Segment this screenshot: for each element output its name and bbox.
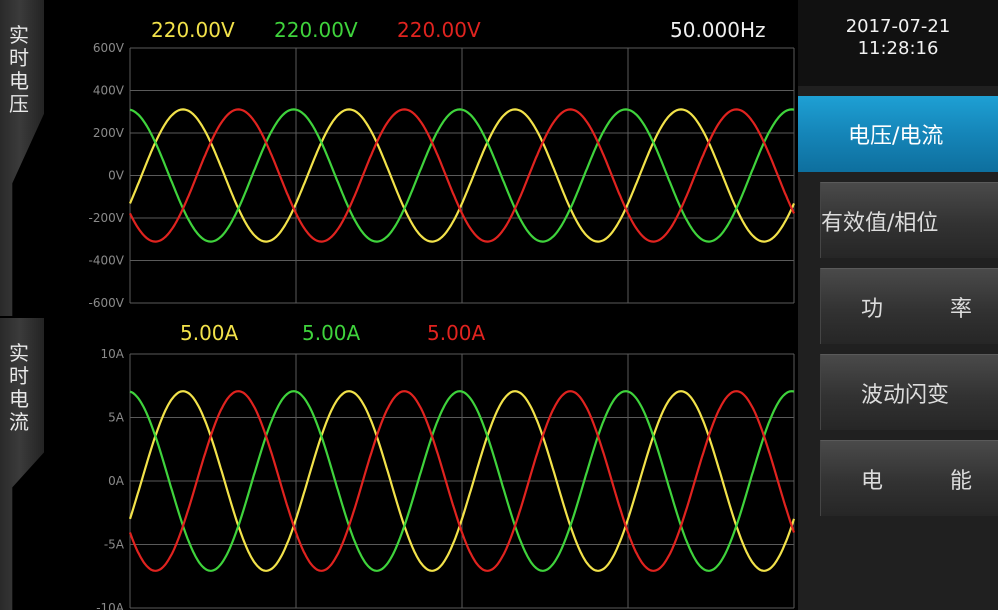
waveform-series-1 bbox=[129, 108, 795, 243]
waveform-series-2 bbox=[128, 390, 796, 572]
waveform-series-0 bbox=[128, 108, 796, 243]
y-tick-label: -200V bbox=[89, 211, 125, 225]
y-tick-label: -5A bbox=[104, 538, 125, 552]
side-tab-realtime-voltage[interactable]: 实 时 电 压 bbox=[0, 0, 44, 316]
y-tick-label: 0V bbox=[108, 169, 125, 183]
y-tick-label: 200V bbox=[93, 126, 125, 140]
voltage-readout-green: 220.00V bbox=[274, 18, 358, 42]
menu-power[interactable]: 功 率 bbox=[820, 268, 998, 344]
menu-label-part: 率 bbox=[949, 296, 972, 322]
waveform-series-0 bbox=[128, 390, 796, 572]
datetime-display: 2017-07-21 11:28:16 bbox=[798, 0, 998, 86]
menu-energy[interactable]: 电 能 bbox=[820, 440, 998, 516]
menu-rms-phase[interactable]: 有效值/相位 bbox=[820, 182, 998, 258]
y-tick-label: 5A bbox=[108, 411, 125, 425]
menu-label: 有效值/相位 bbox=[821, 210, 939, 236]
side-tab-char: 时 bbox=[9, 46, 29, 70]
y-tick-label: 0A bbox=[108, 474, 125, 488]
current-readout-red: 5.00A bbox=[427, 321, 486, 345]
right-menu-panel: 2017-07-21 11:28:16 电压/电流 有效值/相位 功 率 波动闪… bbox=[798, 0, 998, 610]
y-tick-label: 600V bbox=[93, 41, 125, 55]
waveform-area: 600V 400V 200V 0V -200V -400V -600V 10A 5A 0A -5A… bbox=[44, 0, 796, 610]
waveform-series-2 bbox=[129, 108, 795, 243]
side-tab-char: 时 bbox=[9, 364, 29, 388]
side-tab-char: 压 bbox=[9, 92, 29, 116]
current-readout-yellow: 5.00A bbox=[180, 321, 239, 345]
menu-label: 电压/电流 bbox=[848, 124, 944, 149]
time-text: 11:28:16 bbox=[857, 38, 939, 59]
y-tick-label: 10A bbox=[101, 347, 125, 361]
menu-label-part: 功 bbox=[861, 296, 884, 322]
date-text: 2017-07-21 bbox=[845, 16, 951, 37]
side-tab-realtime-current[interactable]: 实 时 电 流 bbox=[0, 318, 44, 610]
side-tab-char: 实 bbox=[9, 23, 29, 47]
side-tab-char: 电 bbox=[9, 69, 29, 93]
y-tick-label: -400V bbox=[89, 254, 125, 268]
voltage-readout-red: 220.00V bbox=[397, 18, 481, 42]
side-tab-char: 流 bbox=[9, 410, 29, 434]
voltage-readout-yellow: 220.00V bbox=[151, 18, 235, 42]
menu-label: 电 能 bbox=[821, 463, 998, 495]
menu-label-part: 电 bbox=[861, 468, 884, 494]
menu-fluctuation-flicker[interactable]: 波动闪变 bbox=[820, 354, 998, 430]
y-tick-label: -10A bbox=[96, 601, 125, 610]
current-waveform-chart: 10A 5A 0A -5A -10A bbox=[96, 347, 796, 610]
menu-label-part: 能 bbox=[949, 468, 972, 494]
menu-label: 波动闪变 bbox=[861, 382, 950, 408]
menu-voltage-current[interactable]: 电压/电流 bbox=[798, 96, 998, 172]
current-readout-green: 5.00A bbox=[302, 321, 361, 345]
side-tab-char: 电 bbox=[9, 387, 29, 411]
menu-label: 功 率 bbox=[821, 291, 998, 323]
voltage-waveform-chart: 600V 400V 200V 0V -200V -400V -600V bbox=[89, 41, 796, 310]
waveform-series-1 bbox=[129, 390, 795, 572]
frequency-readout: 50.000Hz bbox=[670, 18, 766, 42]
y-tick-label: -600V bbox=[89, 296, 125, 310]
side-tab-char: 实 bbox=[9, 341, 29, 365]
y-tick-label: 400V bbox=[93, 84, 125, 98]
